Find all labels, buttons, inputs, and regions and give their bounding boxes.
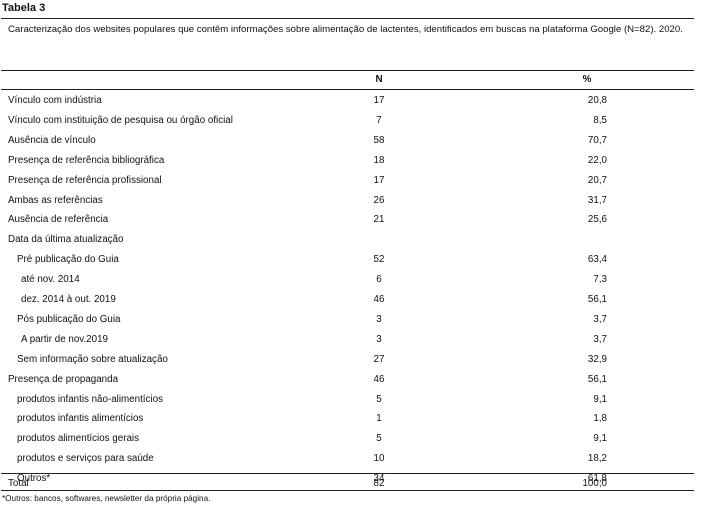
table-row: Data da última atualização <box>1 231 694 251</box>
row-label: Presença de referência bibliográfica <box>8 154 165 166</box>
table-row: Presença de referência profissional 17 20,… <box>1 172 694 192</box>
row-label: produtos e serviços para saúde <box>17 453 154 465</box>
table-row: dez. 2014 à out. 2019 46 56,1 <box>1 291 694 311</box>
row-n-value: 5 <box>376 433 382 445</box>
header-divider-bottom <box>1 89 694 90</box>
row-percent-value: 25,6 <box>587 214 607 226</box>
row-percent-value: 63,4 <box>587 254 607 266</box>
table-row: Presença de referência bibliográfica 18 22… <box>1 152 694 172</box>
row-label: Total <box>8 478 29 489</box>
row-n-value: 7 <box>376 114 382 126</box>
table-row: Pós publicação do Guia 3 3,7 <box>1 311 694 331</box>
row-n-value: 6 <box>376 274 382 286</box>
header-divider-top <box>1 70 694 71</box>
row-n-value: 27 <box>373 353 385 365</box>
row-n-value: 82 <box>373 478 385 489</box>
row-percent-value: 3,7 <box>593 313 607 325</box>
row-n-value: 26 <box>373 194 385 206</box>
row-percent-value: 61,8 <box>587 473 607 485</box>
row-n-value: 1 <box>376 413 382 425</box>
table-row: Pré publicação do Guia 52 63,4 <box>1 251 694 271</box>
row-percent-value: 32,9 <box>587 353 607 365</box>
column-header-percent: % <box>582 74 592 85</box>
row-label: produtos infantis alimentícios <box>17 413 144 425</box>
row-n-value: 21 <box>373 214 385 226</box>
row-percent-value: 56,1 <box>587 373 607 385</box>
table-row: Vínculo com instituição de pesquisa ou ó… <box>1 112 694 132</box>
table-row: Vínculo com indústria 17 20,8 <box>1 92 694 112</box>
row-n-value: 17 <box>373 174 385 186</box>
row-n-value: 52 <box>373 254 385 266</box>
row-label: Sem informação sobre atualização <box>17 353 168 365</box>
table-row: produtos infantis alimentícios 1 1,8 <box>1 410 694 430</box>
row-label: Presença de propaganda <box>8 373 119 385</box>
table-row: Ambas as referências 26 31,7 <box>1 192 694 212</box>
row-label: A partir de nov.2019 <box>21 333 108 345</box>
row-label: dez. 2014 à out. 2019 <box>21 294 116 305</box>
total-divider <box>1 473 694 474</box>
table-row: Outros* 34 61,8 <box>1 470 694 490</box>
row-label: Ausência de referência <box>8 214 109 226</box>
row-n-value: 46 <box>373 373 385 385</box>
row-percent-value: 70,7 <box>587 134 607 146</box>
row-percent-value: 31,7 <box>587 194 607 206</box>
table-title: Tabela 3 <box>2 2 46 14</box>
row-n-value: 34 <box>373 473 385 485</box>
table-row: Ausência de referência 21 25,6 <box>1 211 694 231</box>
table-row: Ausência de vínculo 58 70,7 <box>1 132 694 152</box>
table-row: Presença de propaganda 46 56,1 <box>1 371 694 391</box>
row-label: Vínculo com instituição de pesquisa ou ó… <box>8 114 233 126</box>
row-label: produtos alimentícios gerais <box>17 433 139 445</box>
row-label: até nov. 2014 <box>21 274 80 286</box>
table-row: produtos alimentícios gerais 5 9,1 <box>1 430 694 450</box>
row-n-value: 10 <box>373 453 385 465</box>
table-frame: Caracterização dos websites populares qu… <box>1 18 694 491</box>
row-label: Vínculo com indústria <box>8 95 102 106</box>
row-percent-value: 100,0 <box>582 478 607 489</box>
row-label: Pós publicação do Guia <box>17 313 121 325</box>
row-percent-value: 1,8 <box>593 413 607 425</box>
row-n-value: 46 <box>373 294 385 305</box>
row-percent-value: 56,1 <box>587 294 607 305</box>
row-percent-value: 22,0 <box>587 154 607 166</box>
row-label: Ausência de vínculo <box>8 134 96 146</box>
table-caption: Caracterização dos websites populares qu… <box>8 24 683 35</box>
row-label: Presença de referência profissional <box>8 174 162 186</box>
row-percent-value: 20,7 <box>587 174 607 186</box>
row-percent-value: 9,1 <box>593 393 607 405</box>
table-row: produtos e serviços para saúde 10 18,2 <box>1 450 694 470</box>
table-row: A partir de nov.2019 3 3,7 <box>1 331 694 351</box>
row-n-value: 18 <box>373 154 385 166</box>
row-label: produtos infantis não-alimentícios <box>17 393 163 405</box>
row-n-value: 3 <box>376 333 382 345</box>
row-n-value: 17 <box>373 95 385 106</box>
row-percent-value: 7,3 <box>593 274 607 286</box>
row-label: Pré publicação do Guia <box>17 254 119 266</box>
row-percent-value: 9,1 <box>593 433 607 445</box>
row-label: Data da última atualização <box>8 234 124 246</box>
row-percent-value: 8,5 <box>593 114 607 126</box>
table-row: até nov. 2014 6 7,3 <box>1 271 694 291</box>
row-label: Outros* <box>17 473 51 485</box>
row-n-value: 58 <box>373 134 385 146</box>
table-row: Sem informação sobre atualização 27 32,9 <box>1 351 694 371</box>
column-header-n: N <box>375 74 383 85</box>
row-percent-value: 3,7 <box>593 333 607 345</box>
row-percent-value: 20,8 <box>587 95 607 106</box>
row-label: Ambas as referências <box>8 194 103 206</box>
row-percent-value: 18,2 <box>587 453 607 465</box>
table-footnote: *Outros: bancos, softwares, newsletter d… <box>2 494 211 503</box>
table-row: Total 82 100,0 <box>1 475 694 495</box>
row-n-value: 3 <box>376 313 382 325</box>
row-n-value: 5 <box>376 393 382 405</box>
table-row: produtos infantis não-alimentícios 5 9,1 <box>1 391 694 411</box>
